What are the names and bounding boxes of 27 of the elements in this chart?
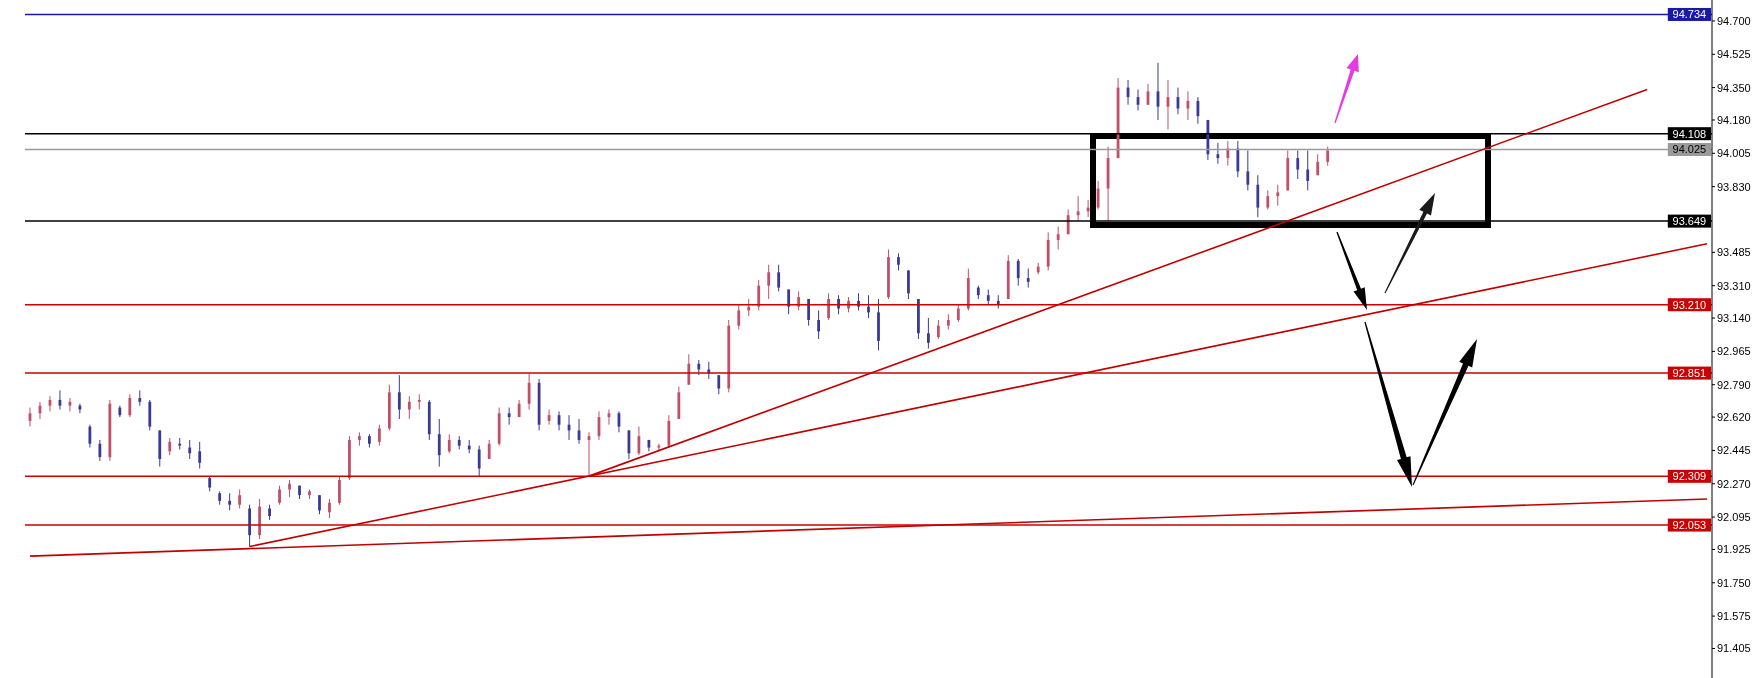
ref-line-label: 94.734 [1672, 8, 1707, 21]
y-tick-label: 91.925 [1717, 543, 1751, 556]
ref-line-label: 92.309 [1672, 470, 1707, 483]
y-tick-label: 94.005 [1717, 147, 1751, 160]
y-tick-label: 93.485 [1717, 246, 1751, 259]
y-tick-label: 93.830 [1717, 180, 1751, 193]
ref-line-label: 93.210 [1672, 298, 1707, 311]
y-tick-label: 93.310 [1717, 279, 1751, 292]
y-tick-label: 92.095 [1717, 510, 1751, 523]
ref-line-label: 93.649 [1672, 214, 1707, 227]
ref-line-label: 94.025 [1672, 143, 1707, 156]
y-tick-label: 92.445 [1717, 444, 1751, 457]
y-tick-label: 94.525 [1717, 48, 1751, 61]
y-tick-label: 94.700 [1717, 14, 1751, 27]
y-tick-label: 91.575 [1717, 610, 1751, 623]
ref-line-label: 94.108 [1672, 127, 1707, 140]
ref-line-label: 92.053 [1672, 518, 1707, 531]
y-tick-label: 94.350 [1717, 81, 1751, 94]
y-tick-label: 92.965 [1717, 345, 1751, 358]
y-tick-label: 92.620 [1717, 410, 1751, 423]
y-tick-label: 94.180 [1717, 113, 1751, 126]
y-tick-label: 91.750 [1717, 576, 1751, 589]
y-tick-label: 92.790 [1717, 378, 1751, 391]
y-tick-label: 92.270 [1717, 477, 1751, 490]
y-tick-label: 91.405 [1717, 642, 1751, 655]
ref-line-label: 92.851 [1672, 366, 1707, 379]
y-tick-label: 93.140 [1717, 311, 1751, 324]
